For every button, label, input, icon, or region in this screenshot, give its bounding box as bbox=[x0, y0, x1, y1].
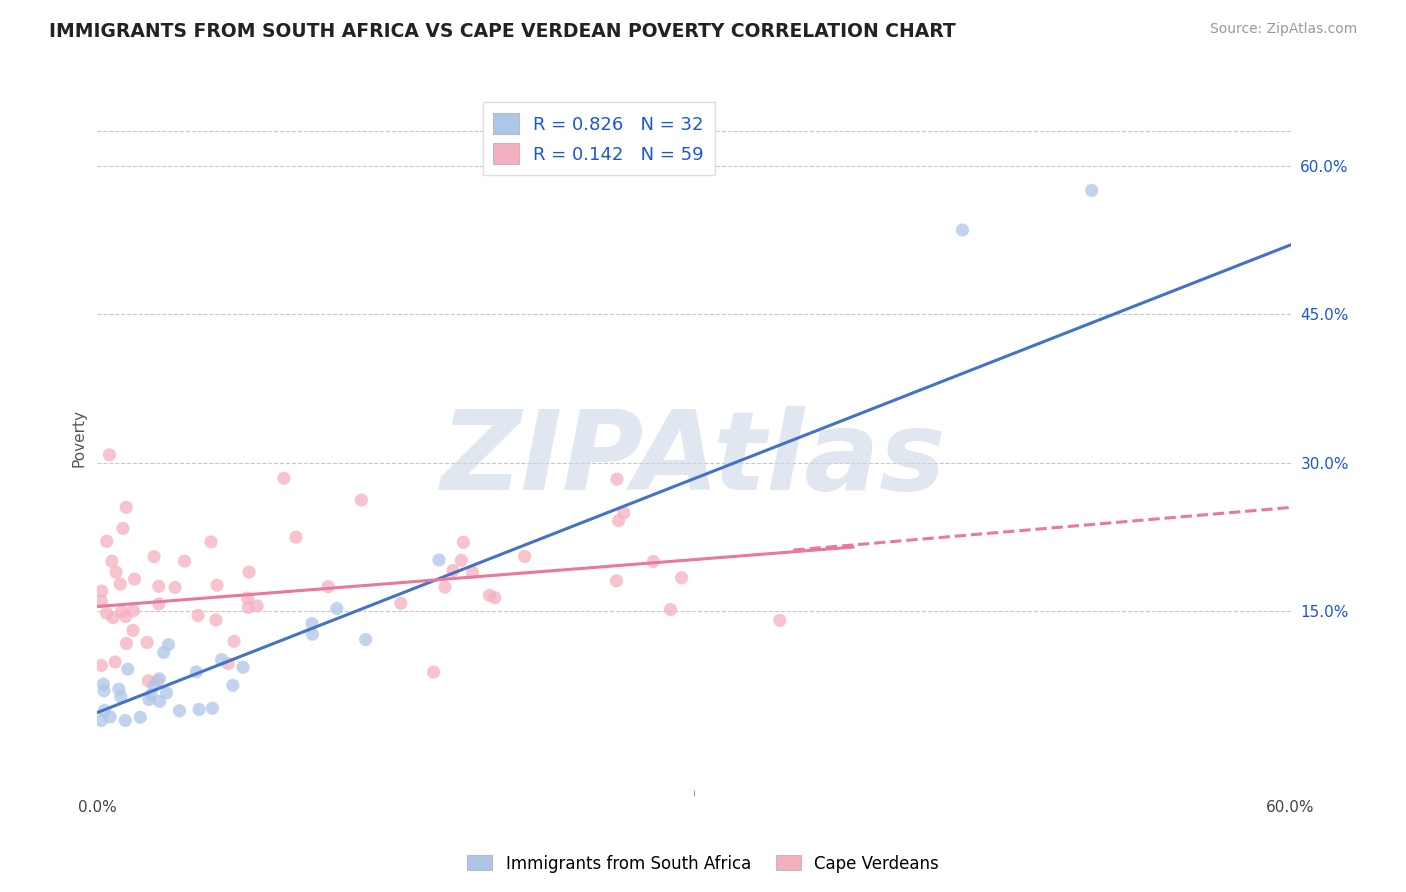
Point bbox=[111, 604, 134, 618]
Point bbox=[90, 594, 112, 608]
Point bbox=[148, 579, 170, 593]
Point bbox=[111, 521, 134, 535]
Point bbox=[173, 554, 195, 568]
Point bbox=[354, 632, 377, 647]
Point bbox=[110, 577, 132, 591]
Point bbox=[659, 602, 682, 616]
Point bbox=[607, 514, 630, 528]
Point bbox=[136, 635, 159, 649]
Point bbox=[115, 636, 138, 650]
Point bbox=[769, 613, 792, 627]
Point bbox=[157, 638, 180, 652]
Point bbox=[453, 535, 475, 549]
Point bbox=[93, 683, 115, 698]
Point bbox=[422, 665, 444, 680]
Point bbox=[148, 597, 170, 611]
Point bbox=[105, 566, 128, 580]
Text: IMMIGRANTS FROM SOUTH AFRICA VS CAPE VERDEAN POVERTY CORRELATION CHART: IMMIGRANTS FROM SOUTH AFRICA VS CAPE VER… bbox=[49, 22, 956, 41]
Point bbox=[149, 694, 172, 708]
Point bbox=[98, 448, 121, 462]
Point bbox=[238, 600, 260, 615]
Point bbox=[222, 634, 245, 648]
Point bbox=[101, 554, 124, 568]
Point bbox=[186, 665, 208, 679]
Point bbox=[96, 606, 118, 620]
Point bbox=[232, 660, 254, 674]
Point bbox=[155, 686, 177, 700]
Point bbox=[117, 662, 139, 676]
Point bbox=[427, 553, 450, 567]
Point bbox=[513, 549, 536, 564]
Point bbox=[450, 553, 472, 567]
Text: ZIPAtlas: ZIPAtlas bbox=[441, 406, 946, 513]
Point bbox=[952, 223, 974, 237]
Point bbox=[93, 677, 115, 691]
Point bbox=[200, 535, 222, 549]
Point bbox=[98, 710, 121, 724]
Point bbox=[101, 610, 124, 624]
Point bbox=[90, 714, 112, 728]
Point bbox=[115, 500, 138, 515]
Point bbox=[110, 690, 132, 704]
Point bbox=[316, 580, 339, 594]
Text: Source: ZipAtlas.com: Source: ZipAtlas.com bbox=[1209, 22, 1357, 37]
Point bbox=[90, 658, 112, 673]
Point bbox=[1080, 183, 1102, 197]
Point bbox=[187, 608, 209, 623]
Point bbox=[246, 599, 269, 613]
Point bbox=[93, 704, 115, 718]
Point bbox=[104, 655, 127, 669]
Point bbox=[138, 673, 160, 688]
Y-axis label: Poverty: Poverty bbox=[72, 409, 86, 467]
Point bbox=[478, 588, 501, 602]
Point bbox=[222, 678, 245, 692]
Point bbox=[441, 564, 464, 578]
Point bbox=[124, 572, 146, 586]
Point bbox=[138, 692, 160, 706]
Legend: R = 0.826   N = 32, R = 0.142   N = 59: R = 0.826 N = 32, R = 0.142 N = 59 bbox=[482, 103, 714, 175]
Point bbox=[484, 591, 506, 605]
Point bbox=[301, 627, 323, 641]
Point bbox=[236, 591, 259, 605]
Point bbox=[273, 471, 295, 485]
Point bbox=[152, 645, 174, 659]
Point bbox=[461, 566, 484, 580]
Point bbox=[389, 596, 412, 610]
Point bbox=[205, 578, 228, 592]
Point bbox=[433, 580, 456, 594]
Point bbox=[148, 672, 170, 686]
Point bbox=[211, 653, 233, 667]
Point bbox=[143, 549, 166, 564]
Point bbox=[201, 701, 224, 715]
Point bbox=[169, 704, 191, 718]
Point bbox=[613, 506, 636, 520]
Point bbox=[350, 493, 373, 508]
Point bbox=[108, 682, 131, 697]
Point bbox=[284, 530, 307, 544]
Point bbox=[142, 679, 165, 693]
Legend: Immigrants from South Africa, Cape Verdeans: Immigrants from South Africa, Cape Verde… bbox=[461, 848, 945, 880]
Point bbox=[129, 710, 152, 724]
Point bbox=[188, 702, 211, 716]
Point bbox=[671, 571, 693, 585]
Point bbox=[146, 673, 169, 688]
Point bbox=[217, 657, 239, 671]
Point bbox=[163, 581, 186, 595]
Point bbox=[141, 688, 163, 702]
Point bbox=[114, 714, 136, 728]
Point bbox=[205, 613, 228, 627]
Point bbox=[96, 534, 118, 549]
Point bbox=[326, 601, 349, 615]
Point bbox=[122, 624, 145, 638]
Point bbox=[643, 555, 665, 569]
Point bbox=[238, 565, 260, 579]
Point bbox=[606, 472, 628, 486]
Point bbox=[301, 616, 323, 631]
Point bbox=[122, 604, 145, 618]
Point bbox=[90, 584, 112, 599]
Point bbox=[114, 609, 136, 624]
Point bbox=[605, 574, 627, 588]
